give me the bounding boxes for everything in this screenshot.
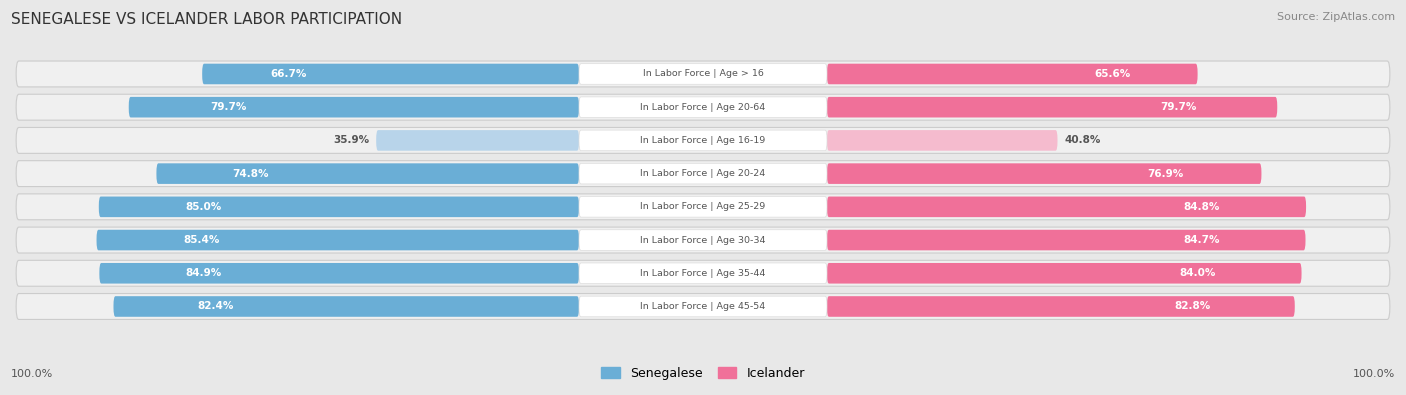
Text: 76.9%: 76.9%: [1147, 169, 1184, 179]
Legend: Senegalese, Icelander: Senegalese, Icelander: [596, 362, 810, 385]
Text: In Labor Force | Age 35-44: In Labor Force | Age 35-44: [640, 269, 766, 278]
Text: 74.8%: 74.8%: [232, 169, 269, 179]
Text: 35.9%: 35.9%: [333, 135, 370, 145]
Text: 84.0%: 84.0%: [1180, 268, 1216, 278]
FancyBboxPatch shape: [579, 97, 827, 117]
FancyBboxPatch shape: [15, 260, 1391, 286]
FancyBboxPatch shape: [827, 97, 1277, 117]
Text: 84.7%: 84.7%: [1182, 235, 1219, 245]
Text: In Labor Force | Age 25-29: In Labor Force | Age 25-29: [640, 202, 766, 211]
FancyBboxPatch shape: [827, 130, 1057, 151]
Text: SENEGALESE VS ICELANDER LABOR PARTICIPATION: SENEGALESE VS ICELANDER LABOR PARTICIPAT…: [11, 12, 402, 27]
Text: In Labor Force | Age 45-54: In Labor Force | Age 45-54: [640, 302, 766, 311]
FancyBboxPatch shape: [579, 296, 827, 317]
FancyBboxPatch shape: [114, 296, 579, 317]
Text: In Labor Force | Age 20-24: In Labor Force | Age 20-24: [640, 169, 766, 178]
FancyBboxPatch shape: [15, 194, 1391, 220]
FancyBboxPatch shape: [579, 263, 827, 284]
FancyBboxPatch shape: [97, 230, 579, 250]
Text: 85.4%: 85.4%: [183, 235, 219, 245]
FancyBboxPatch shape: [15, 293, 1391, 320]
Text: 65.6%: 65.6%: [1095, 69, 1130, 79]
Text: In Labor Force | Age > 16: In Labor Force | Age > 16: [643, 70, 763, 79]
FancyBboxPatch shape: [827, 230, 1306, 250]
FancyBboxPatch shape: [827, 197, 1306, 217]
Text: 84.8%: 84.8%: [1184, 202, 1220, 212]
FancyBboxPatch shape: [15, 94, 1391, 120]
FancyBboxPatch shape: [15, 227, 1391, 253]
FancyBboxPatch shape: [579, 64, 827, 84]
FancyBboxPatch shape: [827, 296, 1295, 317]
Text: Source: ZipAtlas.com: Source: ZipAtlas.com: [1277, 12, 1395, 22]
FancyBboxPatch shape: [579, 163, 827, 184]
FancyBboxPatch shape: [15, 61, 1391, 87]
Text: 100.0%: 100.0%: [11, 369, 53, 379]
FancyBboxPatch shape: [98, 197, 579, 217]
FancyBboxPatch shape: [579, 230, 827, 250]
Text: 82.4%: 82.4%: [197, 301, 233, 312]
FancyBboxPatch shape: [377, 130, 579, 151]
FancyBboxPatch shape: [827, 64, 1198, 84]
Text: 85.0%: 85.0%: [186, 202, 222, 212]
Text: 84.9%: 84.9%: [186, 268, 222, 278]
Text: In Labor Force | Age 16-19: In Labor Force | Age 16-19: [640, 136, 766, 145]
Text: In Labor Force | Age 30-34: In Labor Force | Age 30-34: [640, 235, 766, 245]
FancyBboxPatch shape: [827, 163, 1261, 184]
Text: 66.7%: 66.7%: [270, 69, 307, 79]
FancyBboxPatch shape: [202, 64, 579, 84]
FancyBboxPatch shape: [579, 197, 827, 217]
FancyBboxPatch shape: [156, 163, 579, 184]
Text: 79.7%: 79.7%: [209, 102, 246, 112]
Text: 100.0%: 100.0%: [1353, 369, 1395, 379]
FancyBboxPatch shape: [579, 130, 827, 151]
Text: 82.8%: 82.8%: [1174, 301, 1211, 312]
Text: In Labor Force | Age 20-64: In Labor Force | Age 20-64: [640, 103, 766, 112]
FancyBboxPatch shape: [129, 97, 579, 117]
FancyBboxPatch shape: [100, 263, 579, 284]
FancyBboxPatch shape: [827, 263, 1302, 284]
FancyBboxPatch shape: [15, 161, 1391, 186]
Text: 40.8%: 40.8%: [1064, 135, 1101, 145]
FancyBboxPatch shape: [15, 128, 1391, 153]
Text: 79.7%: 79.7%: [1160, 102, 1197, 112]
